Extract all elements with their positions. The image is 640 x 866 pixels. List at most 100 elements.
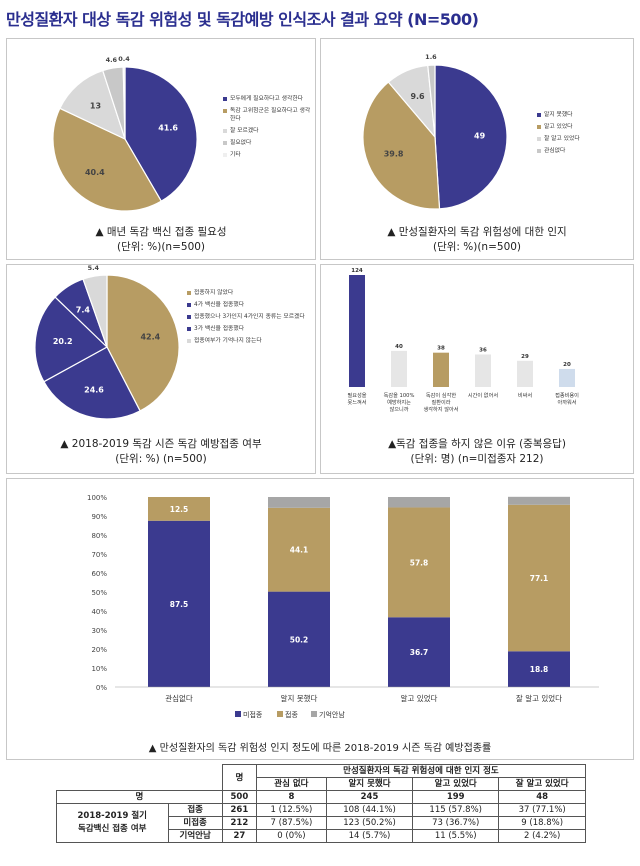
legend-label: 4가 백신을 접종했다: [194, 302, 245, 308]
table-cell: 261: [221, 803, 257, 817]
bar-category-label: 필요성을 못느껴서: [347, 391, 366, 406]
x-category-label: 알지 못했다: [281, 693, 318, 703]
pie-slice: [52, 107, 163, 212]
table-row-label: 미접종: [167, 816, 223, 830]
table-cell: 27: [221, 829, 257, 843]
legend-swatch: [187, 327, 191, 331]
bar-value-label: 29: [521, 354, 529, 360]
legend-swatch: [223, 129, 227, 133]
chart-subtitle-risk-awareness: (단위: %)(n=500): [432, 241, 522, 253]
pie-value-label: 20.2: [53, 337, 73, 346]
pie-value-label: 24.6: [84, 386, 104, 395]
legend-label: 기타: [230, 152, 241, 158]
y-tick-label: 70%: [91, 551, 107, 559]
legend-swatch: [235, 711, 241, 717]
chart-subtitle-vaccine-necessity: (단위: %)(n=500): [116, 241, 206, 253]
bar-value-label: 20: [563, 362, 571, 368]
legend-swatch: [187, 303, 191, 307]
page-title: 만성질환자 대상 독감 위험성 및 독감예방 인식조사 결과 요약 (N=500…: [6, 10, 479, 29]
legend-label: 알지 못했다: [544, 112, 573, 118]
legend-item: 접종했으나 3가인지 4가인지 종류는 모르겠다: [187, 313, 307, 321]
table-row-group-label: 2018-2019 절기 독감백신 접종 여부: [56, 803, 169, 843]
legend-swatch: [311, 711, 317, 717]
chart-title-vaccine-necessity: ▲ 매년 독감 백신 접종 필요성: [95, 226, 227, 238]
pie-value-label: 1.6: [425, 53, 437, 61]
legend-label: 접종했으나 3가인지 4가인지 종류는 모르겠다: [194, 314, 305, 320]
table-cell: 8: [255, 790, 327, 804]
legend-label: 모두에게 필요하다고 생각한다: [230, 96, 304, 102]
bar-category-label: 독감이 심각한 질환이라 생각하지 않아서: [423, 391, 458, 413]
bar: [391, 350, 407, 387]
y-tick-label: 40%: [91, 608, 107, 616]
table-cell: 245: [325, 790, 414, 804]
stacked-bar-value-label: 50.2: [290, 635, 309, 644]
pie-chart-risk-awareness: 49 39.8 9.6 1.6: [362, 53, 508, 210]
table-cell: 212: [221, 816, 257, 830]
chart-title-vaccination-status: ▲ 2018-2019 독감 시즌 독감 예방접종 여부: [60, 438, 262, 450]
pie-value-label: 13: [90, 102, 101, 111]
chart-subtitle-vaccination-status: (단위: %) (n=500): [115, 453, 207, 465]
bar-category-label: 독감을 100% 예방하지는 않으니까: [384, 392, 415, 413]
bar-chart-reasons: 124 필요성을 못느껴서 40 독감을 100% 예방하지는 않으니까 38 독감이 심각한 질…: [347, 268, 579, 413]
legend-label: 잘 알고 있었다: [544, 136, 580, 142]
legend-risk-awareness: 알지 못했다 알고 있었다 잘 알고 있었다 관심없다: [537, 111, 627, 159]
stacked-bar-value-label: 77.1: [530, 574, 549, 583]
legend-item: 잘 모르겠다: [223, 127, 311, 135]
legend-label: 알고 있었다: [544, 124, 573, 130]
legend-label: 접종: [285, 711, 298, 719]
y-tick-label: 80%: [91, 532, 107, 540]
bar-category-label: 시간이 없어서: [468, 391, 499, 399]
bar: [559, 368, 575, 387]
bar-value-label: 38: [437, 346, 445, 352]
legend-swatch: [537, 149, 541, 153]
table-header-col: 잘 알고 있었다: [498, 777, 586, 791]
stacked-bar-segment: [268, 507, 330, 592]
pie-value-label: 0.4: [118, 55, 130, 63]
legend-item: 필요없다: [223, 139, 311, 147]
table-row: 미접종 212 7 (87.5%) 123 (50.2%) 73 (36.7%)…: [57, 816, 586, 830]
table-cell: 48: [498, 790, 586, 804]
pie-value-label: 9.6: [410, 92, 425, 101]
stacked-bar-value-label: 44.1: [290, 546, 309, 555]
table-row-label: 기억안남: [167, 829, 223, 843]
table-row-label: 접종: [167, 803, 223, 817]
pie-slice: [59, 69, 126, 141]
legend-label: 잘 모르겠다: [230, 128, 259, 134]
pie-slice: [434, 64, 508, 210]
legend-swatch: [537, 137, 541, 141]
table-header-group: 만성질환자의 독감 위험성에 대한 인지 정도: [255, 764, 587, 778]
table-cell: 73 (36.7%): [412, 816, 500, 830]
stacked-bar-segment: [388, 497, 450, 508]
x-category-label: 관심없다: [165, 693, 193, 703]
legend-swatch: [187, 315, 191, 319]
table-header-col: 알고 있었다: [412, 777, 500, 791]
legend-swatch: [537, 125, 541, 129]
table-corner: [56, 764, 223, 791]
table-cell: 11 (5.5%): [412, 829, 500, 843]
legend-swatch: [223, 141, 227, 145]
legend-label: 3가 백신을 접종했다: [194, 326, 245, 332]
table-subheader-row: 관심 없다 알지 못했다 알고 있었다 잘 알고 있었다: [57, 777, 586, 791]
panel-risk-awareness: 49 39.8 9.6 1.6 알지 못했다 알고 있었다 잘 알고 있었다 관심없다 ▲ …: [320, 38, 634, 260]
stacked-bar-segment: [268, 497, 330, 508]
table-row-label: 명: [56, 790, 223, 804]
legend-vaccine-necessity: 모두에게 필요하다고 생각한다 독감 고위험군은 필요하다고 생각한다 잘 모르겠다…: [223, 95, 311, 163]
bar-category-label: 접종비용이 아까워서: [555, 391, 579, 406]
stacked-bar-value-label: 36.7: [410, 648, 429, 657]
y-tick-label: 30%: [91, 627, 107, 635]
legend-swatch: [187, 291, 191, 295]
panel-vaccine-necessity: 41.6 40.4 13 4.6 0.4 모두에게 필요하다고 생각한다 독감 고위험군은…: [6, 38, 316, 260]
bar: [517, 360, 533, 387]
bar-value-label: 40: [395, 344, 403, 350]
pie-chart-vaccine-necessity: 41.6 40.4 13 4.6 0.4: [52, 55, 198, 212]
stacked-bar-value-label: 18.8: [530, 665, 549, 674]
y-tick-label: 50%: [91, 589, 107, 597]
y-tick-label: 10%: [91, 665, 107, 673]
pie-slice: [43, 346, 141, 420]
table-cell: 1 (12.5%): [255, 803, 327, 817]
x-category-label: 알고 있었다: [401, 694, 438, 703]
legend-swatch: [537, 113, 541, 117]
table-cell: 2 (4.2%): [498, 829, 586, 843]
table-header-row: 명 만성질환자의 독감 위험성에 대한 인지 정도: [56, 764, 587, 791]
legend-vaccination-status: 접종하지 않았다 4가 백신을 접종했다 접종했으나 3가인지 4가인지 종류는 모…: [187, 289, 307, 349]
